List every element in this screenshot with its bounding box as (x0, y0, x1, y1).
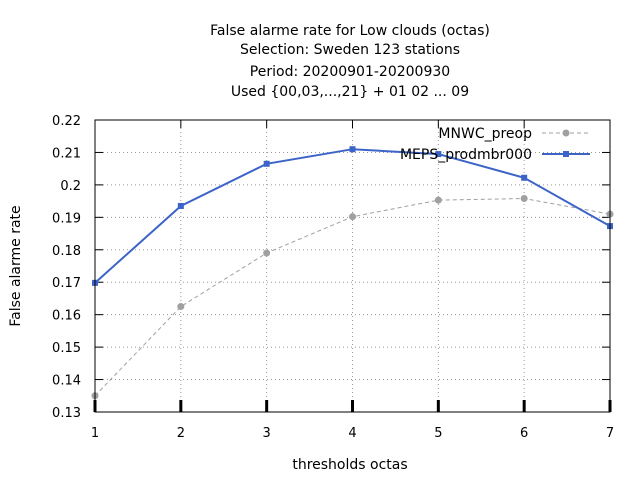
title-line-3: Period: 20200901-20200930 (250, 64, 450, 80)
data-point (434, 196, 442, 204)
data-point (521, 174, 528, 181)
legend: MNWC_preop MEPS_prodmbr000 (400, 126, 590, 163)
x-tick-label: 5 (434, 426, 442, 441)
y-tick-label: 0.13 (52, 406, 81, 421)
legend-label-meps-prodmbr000: MEPS_prodmbr000 (400, 147, 532, 163)
data-point (177, 303, 185, 311)
y-axis-label: False alarme rate (8, 205, 24, 326)
chart-title: False alarme rate for Low clouds (octas)… (210, 23, 490, 100)
data-point (520, 195, 528, 203)
data-point (349, 213, 356, 221)
data-point (263, 249, 271, 257)
x-tick-label: 3 (263, 426, 271, 441)
title-line-4: Used {00,03,...,21} + 01 02 ... 09 (231, 84, 469, 100)
legend-label-mnwc-preop: MNWC_preop (438, 126, 532, 142)
x-tick-label: 6 (520, 426, 528, 441)
x-tick-label: 7 (606, 426, 614, 441)
plot-frame (94, 119, 611, 413)
y-tick-label: 0.21 (52, 146, 81, 161)
legend-marker (563, 151, 569, 157)
x-tick-labels: 1 2 3 4 5 6 7 (91, 426, 614, 441)
series (91, 146, 614, 400)
title-line-2: Selection: Sweden 123 stations (240, 42, 460, 58)
data-point (177, 202, 184, 209)
grid (95, 120, 610, 412)
y-tick-label: 0.19 (52, 211, 81, 226)
x-tick-label: 1 (91, 426, 99, 441)
title-line-1: False alarme rate for Low clouds (octas) (210, 23, 490, 39)
y-tick-label: 0.15 (52, 341, 81, 356)
y-tick-label: 0.16 (52, 309, 81, 324)
data-point (263, 160, 270, 167)
y-tick-label: 0.2 (60, 179, 81, 194)
data-point (349, 146, 356, 153)
legend-marker (562, 129, 570, 137)
y-tick-label: 0.22 (52, 114, 81, 129)
y-tick-labels: 0.13 0.14 0.15 0.16 0.17 0.18 0.19 0.2 0.21 0.22 (52, 114, 81, 421)
x-axis-label: thresholds octas (292, 457, 407, 473)
x-tick-label: 4 (348, 426, 356, 441)
y-tick-label: 0.18 (52, 244, 81, 259)
data-point (435, 151, 442, 158)
y-tick-label: 0.14 (52, 374, 81, 389)
series-mnwc-preop (91, 195, 614, 400)
y-tick-label: 0.17 (52, 276, 81, 291)
x-tick-label: 2 (177, 426, 185, 441)
